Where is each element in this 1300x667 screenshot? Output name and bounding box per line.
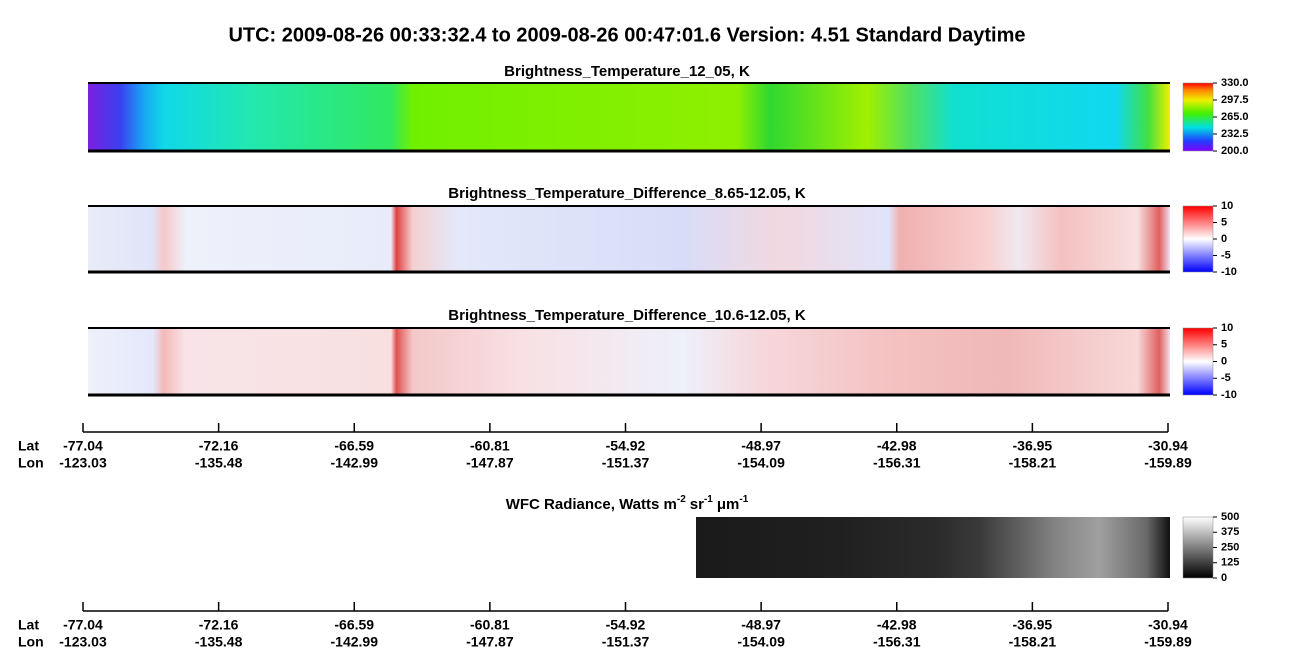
lat-label: -48.97 [741, 617, 781, 633]
lon-label: -147.87 [466, 634, 514, 650]
lat-label: -48.97 [741, 438, 781, 454]
lon-label: -142.99 [331, 455, 379, 471]
colorbar-label: 375 [1221, 526, 1239, 538]
panel-title: Brightness_Temperature_12_05, K [504, 63, 750, 80]
panel-title: WFC Radiance, Watts m-2 sr-1 μm-1 [506, 494, 749, 513]
lat-label: -36.95 [1013, 617, 1053, 633]
lon-label: -135.48 [195, 634, 243, 650]
colorbar-label: 232.5 [1221, 128, 1249, 140]
colorbar-label: 0 [1221, 355, 1227, 367]
lon-label: -123.03 [59, 455, 107, 471]
image-strip [88, 83, 1170, 151]
colorbar-label: 0 [1221, 233, 1227, 245]
colorbar-label: 10 [1221, 200, 1233, 212]
lat-label: -42.98 [877, 617, 917, 633]
lat-label: -36.95 [1013, 438, 1053, 454]
lon-label: -151.37 [602, 634, 650, 650]
lon-label: -156.31 [873, 455, 921, 471]
lat-label: -77.04 [63, 617, 103, 633]
lat-label: -66.59 [334, 617, 374, 633]
colorbar-label: 500 [1221, 511, 1239, 523]
colorbar-label: 125 [1221, 557, 1239, 569]
lat-label: -54.92 [606, 617, 646, 633]
colorbar-label: 5 [1221, 339, 1227, 351]
lon-label: -154.09 [737, 634, 785, 650]
colorbar [1182, 205, 1214, 273]
lon-label: -159.89 [1144, 634, 1192, 650]
lon-label: -158.21 [1009, 455, 1057, 471]
panel-title: Brightness_Temperature_Difference_8.65-1… [448, 185, 806, 202]
lat-label: -30.94 [1148, 438, 1188, 454]
lat-header: Lat [18, 617, 39, 633]
colorbar-label: 0 [1221, 572, 1227, 584]
lon-label: -154.09 [737, 455, 785, 471]
colorbar-label: 10 [1221, 322, 1233, 334]
title-part: μm [717, 496, 740, 513]
lon-label: -156.31 [873, 634, 921, 650]
colorbar-label: -10 [1221, 266, 1237, 278]
image-strip [88, 328, 1170, 395]
title-superscript: -2 [677, 494, 686, 505]
lat-label: -77.04 [63, 438, 103, 454]
image-strip [696, 517, 1170, 578]
colorbar-label: 5 [1221, 216, 1227, 228]
colorbar [1182, 516, 1214, 579]
title-superscript: -1 [704, 494, 713, 505]
lon-label: -135.48 [195, 455, 243, 471]
colorbar [1182, 327, 1214, 396]
colorbar-label: 200.0 [1221, 145, 1249, 157]
title-part: sr [690, 496, 704, 513]
lon-label: -158.21 [1009, 634, 1057, 650]
lat-label: -66.59 [334, 438, 374, 454]
colorbar-label: 250 [1221, 541, 1239, 553]
colorbar [1182, 82, 1214, 152]
lat-label: -72.16 [199, 617, 239, 633]
colorbar-label: 330.0 [1221, 77, 1249, 89]
lat-label: -42.98 [877, 438, 917, 454]
lon-header: Lon [18, 455, 44, 471]
lat-label: -30.94 [1148, 617, 1188, 633]
page-title: UTC: 2009-08-26 00:33:32.4 to 2009-08-26… [228, 24, 1025, 46]
lat-header: Lat [18, 438, 39, 454]
lon-label: -147.87 [466, 455, 514, 471]
title-part: WFC Radiance, Watts m [506, 496, 677, 513]
lon-label: -123.03 [59, 634, 107, 650]
lat-label: -60.81 [470, 617, 510, 633]
colorbar-label: 297.5 [1221, 94, 1249, 106]
lon-label: -151.37 [602, 455, 650, 471]
image-strip [88, 206, 1170, 272]
colorbar-label: -10 [1221, 389, 1237, 401]
lon-label: -159.89 [1144, 455, 1192, 471]
lat-label: -54.92 [606, 438, 646, 454]
colorbar-label: -5 [1221, 372, 1231, 384]
lat-label: -60.81 [470, 438, 510, 454]
colorbar-label: -5 [1221, 249, 1231, 261]
title-superscript: -1 [739, 494, 748, 505]
lat-label: -72.16 [199, 438, 239, 454]
panel-title: Brightness_Temperature_Difference_10.6-1… [448, 307, 806, 324]
lon-label: -142.99 [331, 634, 379, 650]
colorbar-label: 265.0 [1221, 111, 1249, 123]
lon-header: Lon [18, 634, 44, 650]
